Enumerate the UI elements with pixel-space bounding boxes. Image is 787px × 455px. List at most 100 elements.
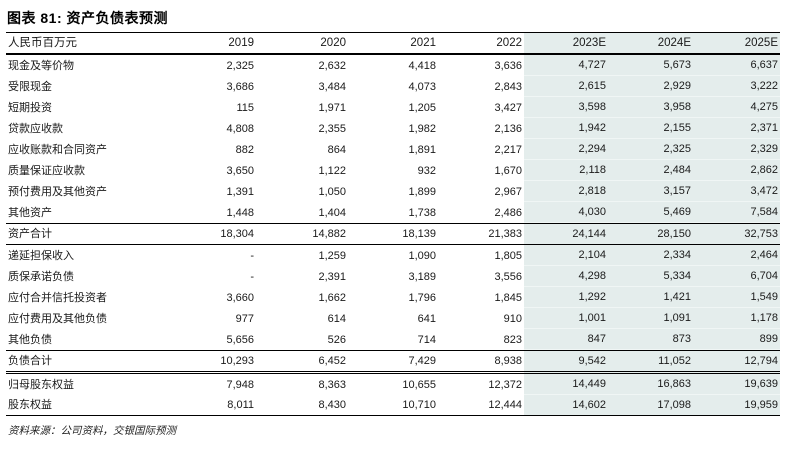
value-cell: 1,122 [318, 164, 346, 177]
value-cell: 1,421 [608, 287, 693, 308]
value-cell: 14,882 [256, 223, 348, 245]
value-cell: 6,637 [693, 55, 780, 76]
value-cell: 3,650 [226, 164, 254, 177]
value-cell: 5,469 [608, 202, 693, 223]
column-header-unit: 人民币百万元 [6, 32, 192, 55]
value-cell: 115 [236, 101, 254, 114]
value-cell: 2,632 [318, 59, 346, 72]
column-header-2022: 2022 [438, 32, 524, 55]
value-cell: 19,959 [693, 395, 780, 416]
table-row: 应付费用及其他负债 977 614 641 910 1,001 1,091 1,178 [6, 308, 780, 329]
value-cell: 18,304 [192, 223, 256, 245]
table-body: 现金及等价物 2,325 2,632 4,418 3,636 4,727 5,673 6,63… [6, 55, 780, 416]
value-cell: 10,710 [348, 395, 438, 416]
row-label: 应收账款和合同资产 [8, 143, 107, 156]
value-cell: 5,656 [226, 333, 254, 346]
table-row: 其他负债 5,656 526 714 823 847 873 899 [6, 329, 780, 350]
value-cell: 823 [503, 333, 522, 346]
value-cell: 2,355 [318, 122, 346, 135]
value-cell: 3,484 [318, 80, 346, 93]
value-cell: 2,486 [494, 206, 522, 219]
table-row: 质量保证应收款 3,650 1,122 932 1,670 2,118 2,484 2,862 [6, 160, 780, 181]
table-row: 贷款应收款 4,808 2,355 1,982 2,136 1,942 2,155 2,371 [6, 118, 780, 139]
value-cell: 2,818 [524, 181, 608, 202]
value-cell: 17,098 [608, 395, 693, 416]
value-cell: 3,157 [608, 181, 693, 202]
value-cell: 3,660 [226, 291, 254, 304]
table-row: 资产合计 18,304 14,882 18,139 21,383 24,144 28,150… [6, 223, 780, 245]
column-header-2024e: 2024E [608, 32, 693, 55]
value-cell: 2,391 [318, 270, 346, 283]
value-cell: 12,372 [488, 378, 522, 391]
value-cell: 932 [417, 164, 436, 177]
table-row: 递延担保收入 - 1,259 1,090 1,805 2,104 2,334 2,464 [6, 245, 780, 266]
value-cell: 3,636 [494, 59, 522, 72]
column-header-2021: 2021 [348, 32, 438, 55]
value-cell: 7,429 [348, 350, 438, 374]
value-cell: 1,259 [318, 249, 346, 262]
row-label: 短期投资 [8, 101, 52, 114]
row-label: 其他负债 [8, 333, 52, 346]
value-cell: 1,738 [408, 206, 436, 219]
value-cell: 10,293 [192, 350, 256, 374]
figure-title: 图表 81: 资产负债表预测 [7, 10, 169, 26]
value-cell: 1,448 [226, 206, 254, 219]
value-cell: 873 [608, 329, 693, 350]
value-cell: 1,001 [524, 308, 608, 329]
value-cell: 3,472 [693, 181, 780, 202]
value-cell: 4,275 [693, 97, 780, 118]
value-cell: 2,217 [494, 143, 522, 156]
value-cell: 2,862 [693, 160, 780, 181]
table-row: 短期投资 115 1,971 1,205 3,427 3,598 3,958 4,275 [6, 97, 780, 118]
value-cell: 3,958 [608, 97, 693, 118]
value-cell: 28,150 [608, 223, 693, 245]
row-label: 资产合计 [6, 223, 192, 245]
value-cell: 977 [235, 312, 254, 325]
table-row: 应付合并信托投资者 3,660 1,662 1,796 1,845 1,292 1,421 1… [6, 287, 780, 308]
column-header-2023e: 2023E [524, 32, 608, 55]
value-cell: 899 [693, 329, 780, 350]
row-label: 应付费用及其他负债 [8, 312, 107, 325]
value-cell: 5,334 [608, 266, 693, 287]
value-cell: 882 [235, 143, 254, 156]
value-cell: - [250, 249, 254, 262]
row-label: 递延担保收入 [8, 249, 74, 262]
value-cell: 2,967 [494, 185, 522, 198]
value-cell: 526 [327, 333, 346, 346]
value-cell: 1,982 [408, 122, 436, 135]
balance-sheet-forecast-table: 人民币百万元 2019 2020 2021 2022 2023E 2024E 2… [6, 32, 780, 416]
table-row: 应收账款和合同资产 882 864 1,891 2,217 2,294 2,325 2,329 [6, 139, 780, 160]
value-cell: 8,011 [192, 395, 256, 416]
value-cell: 6,704 [693, 266, 780, 287]
value-cell: 2,155 [608, 118, 693, 139]
value-cell: 1,292 [524, 287, 608, 308]
table-row: 其他资产 1,448 1,404 1,738 2,486 4,030 5,469 7,584 [6, 202, 780, 223]
value-cell: 1,205 [408, 101, 436, 114]
row-label: 质保承诺负债 [8, 270, 74, 283]
value-cell: 14,602 [524, 395, 608, 416]
value-cell: 2,371 [693, 118, 780, 139]
value-cell: 6,452 [256, 350, 348, 374]
value-cell: 11,052 [608, 350, 693, 374]
value-cell: 10,655 [402, 378, 436, 391]
row-label: 受限现金 [8, 80, 52, 93]
value-cell: 1,091 [608, 308, 693, 329]
value-cell: 641 [417, 312, 436, 325]
row-label: 归母股东权益 [8, 378, 74, 391]
value-cell: 1,891 [408, 143, 436, 156]
column-header-2020: 2020 [256, 32, 348, 55]
value-cell: 1,971 [318, 101, 346, 114]
value-cell: 8,363 [318, 378, 346, 391]
table-row: 质保承诺负债 - 2,391 3,189 3,556 4,298 5,334 6,704 [6, 266, 780, 287]
table-row: 归母股东权益 7,948 8,363 10,655 12,372 14,449 16,863… [6, 374, 780, 395]
value-cell: 864 [327, 143, 346, 156]
value-cell: 18,139 [348, 223, 438, 245]
value-cell: 2,118 [524, 160, 608, 181]
value-cell: 714 [417, 333, 436, 346]
value-cell: 614 [327, 312, 346, 325]
value-cell: 8,430 [256, 395, 348, 416]
value-cell: 32,753 [693, 223, 780, 245]
value-cell: 1,178 [693, 308, 780, 329]
value-cell: 3,427 [494, 101, 522, 114]
